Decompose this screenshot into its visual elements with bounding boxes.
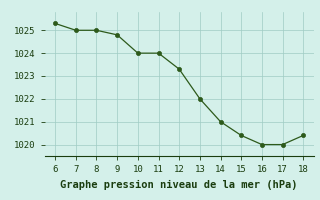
X-axis label: Graphe pression niveau de la mer (hPa): Graphe pression niveau de la mer (hPa) [60,180,298,190]
